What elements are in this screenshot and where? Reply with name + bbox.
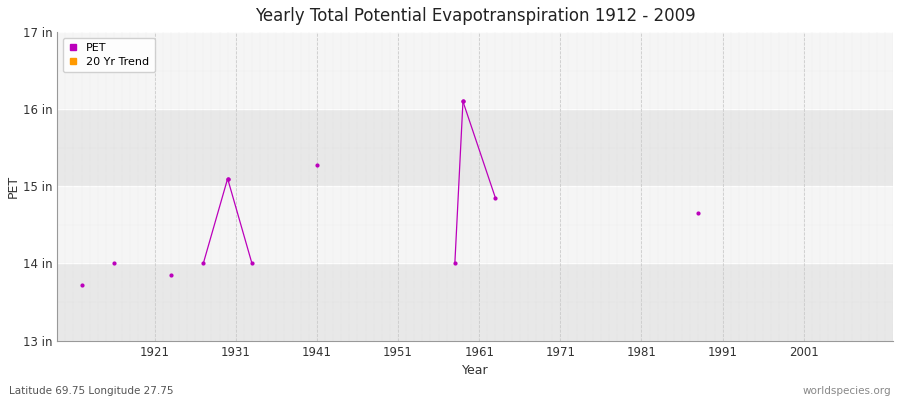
Point <box>310 162 324 168</box>
Point <box>75 282 89 288</box>
Point <box>488 195 502 201</box>
Point <box>447 260 462 267</box>
Point <box>455 98 470 105</box>
Y-axis label: PET: PET <box>7 175 20 198</box>
Point <box>220 176 235 182</box>
Point <box>245 260 259 267</box>
Bar <box>58 109 893 186</box>
X-axis label: Year: Year <box>462 364 489 377</box>
Point <box>455 98 470 105</box>
Bar <box>58 186 893 264</box>
Title: Yearly Total Potential Evapotranspiration 1912 - 2009: Yearly Total Potential Evapotranspiratio… <box>255 7 696 25</box>
Legend: PET, 20 Yr Trend: PET, 20 Yr Trend <box>63 38 155 72</box>
Text: Latitude 69.75 Longitude 27.75: Latitude 69.75 Longitude 27.75 <box>9 386 174 396</box>
Text: worldspecies.org: worldspecies.org <box>803 386 891 396</box>
Point <box>196 260 211 267</box>
Point <box>107 260 122 267</box>
Bar <box>58 32 893 109</box>
Point <box>691 210 706 216</box>
Bar <box>58 264 893 341</box>
Point <box>220 176 235 182</box>
Point <box>164 272 178 278</box>
